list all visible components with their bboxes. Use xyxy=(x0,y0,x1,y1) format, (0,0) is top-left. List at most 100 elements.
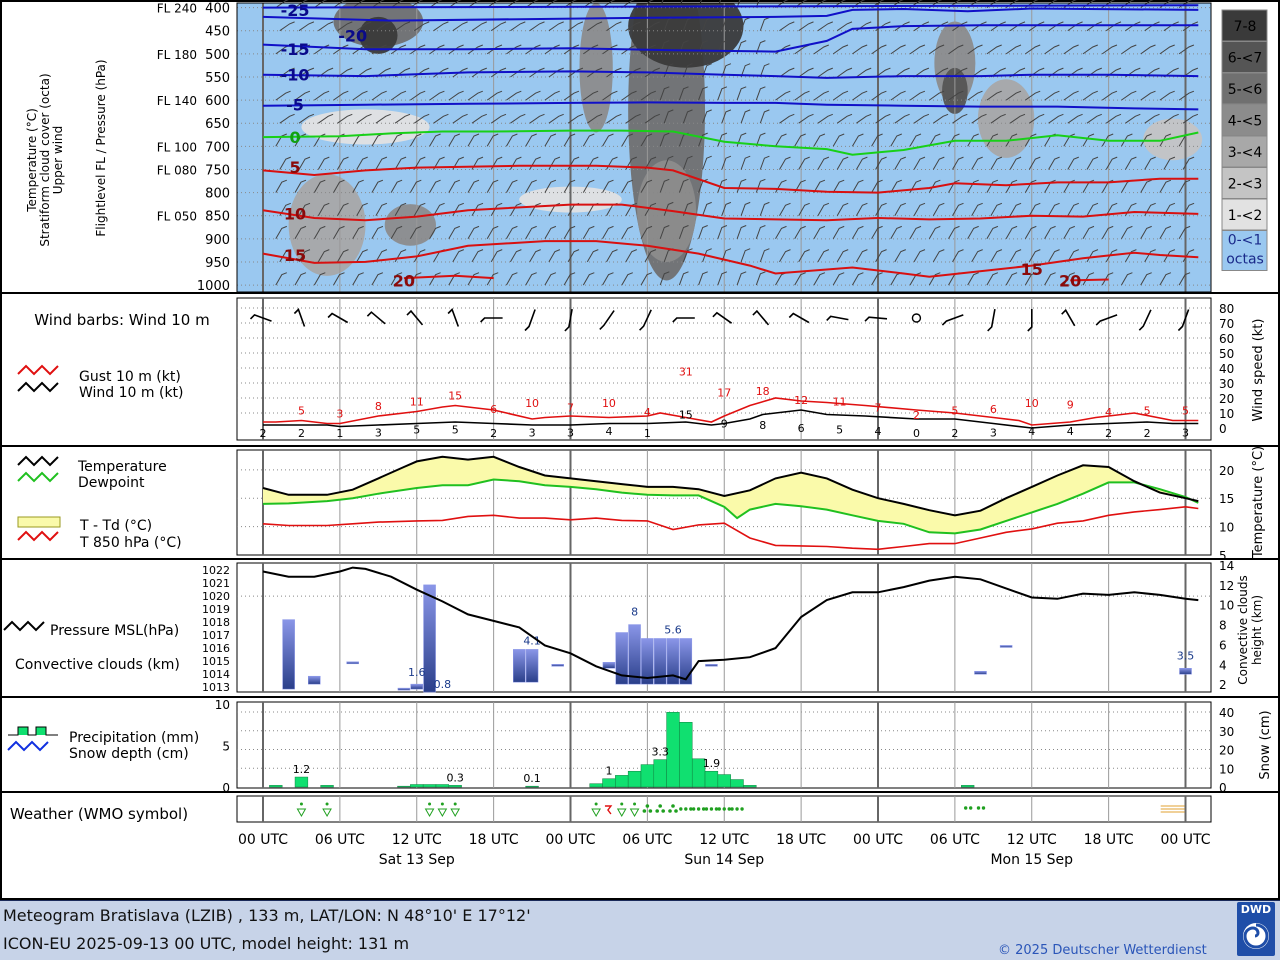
upper-wind-barb xyxy=(678,0,683,8)
convective-cloud-bar xyxy=(346,661,359,665)
upper-wind-barb xyxy=(832,90,849,101)
upper-wind-barb xyxy=(452,21,468,32)
legend-box xyxy=(1221,198,1268,231)
upper-wind-barb xyxy=(948,225,960,240)
upper-wind-barb xyxy=(933,67,949,78)
shower-symbol-triangle xyxy=(322,808,332,818)
precipitation-tick-label: 5 xyxy=(222,740,230,754)
gust-legend-label: Gust 10 m (kt) xyxy=(79,369,181,385)
upper-wind-barb xyxy=(505,272,518,286)
upper-wind-barb xyxy=(813,44,829,55)
convective-cloud-label: 0.8 xyxy=(434,678,452,691)
upper-wind-barb xyxy=(429,179,441,193)
cloud-blob xyxy=(359,16,398,54)
wind-tick-label: 30 xyxy=(1219,377,1234,391)
cloud-blob xyxy=(384,204,436,246)
wind-value-label: 2 xyxy=(951,427,958,440)
upper-wind-barb xyxy=(759,109,770,124)
pressure-tick-label: 1017 xyxy=(202,629,230,642)
upper-wind-barb xyxy=(602,44,618,55)
upper-wind-barb xyxy=(621,90,637,101)
upper-wind-barb xyxy=(644,21,660,32)
upper-wind-barb xyxy=(755,40,766,55)
weather-title: Weather (WMO symbol) xyxy=(10,805,188,823)
snow-tick-label: 0 xyxy=(1219,781,1227,795)
upper-wind-barb xyxy=(333,90,349,101)
drizzle-symbol xyxy=(679,807,683,811)
upper-wind-barb xyxy=(856,67,872,78)
wind-tick-label: 80 xyxy=(1219,302,1234,316)
upper-wind-barb xyxy=(1029,113,1045,124)
upper-wind-barb xyxy=(986,133,999,147)
upper-wind-barb xyxy=(313,179,326,193)
upper-wind-barb xyxy=(525,272,537,286)
upper-wind-barb xyxy=(567,67,584,78)
upper-wind-barb xyxy=(1182,113,1199,124)
isotherm-label: 20 xyxy=(393,271,415,290)
shower-symbol xyxy=(299,802,303,806)
isotherm-label: 15 xyxy=(1021,260,1043,279)
pressure-tick-label: 800 xyxy=(205,187,230,202)
upper-wind-barb xyxy=(413,249,426,263)
upper-wind-barb xyxy=(563,179,576,193)
upper-wind-barb xyxy=(1024,179,1037,193)
upper-wind-barb xyxy=(602,133,614,147)
dwd-logo: DWD xyxy=(1237,902,1275,956)
convective-cloud-bar xyxy=(1179,668,1192,675)
precipitation-label: 0.1 xyxy=(523,772,541,785)
time-tick-label: 18 UTC xyxy=(1084,832,1134,848)
upper-wind-barb xyxy=(337,21,353,32)
convective-cloud-bar xyxy=(551,664,564,667)
flight-level-label: FL 140 xyxy=(157,94,197,108)
upper-wind-barb xyxy=(1005,225,1018,240)
upper-wind-barb xyxy=(409,272,422,286)
pressure-tick-label: 700 xyxy=(205,140,230,155)
wind-value-label: 4 xyxy=(605,425,612,438)
upper-wind-barb xyxy=(721,248,732,263)
temperature-legend-label: T 850 hPa (°C) xyxy=(79,535,182,551)
upper-wind-barb xyxy=(583,0,597,9)
upper-wind-barb xyxy=(952,249,964,263)
upper-wind-barb xyxy=(371,179,384,193)
upper-wind-barb xyxy=(1120,133,1133,147)
isotherm-line xyxy=(262,240,1199,278)
wind-value-label: 3 xyxy=(990,427,997,440)
temperature-legend-label: Temperature xyxy=(77,459,167,475)
upper-wind-barb xyxy=(525,90,541,101)
upper-wind-barb xyxy=(433,156,445,170)
upper-wind-barb xyxy=(913,249,926,263)
gust-value-label: 5 xyxy=(951,405,958,418)
upper-wind-barb xyxy=(586,249,599,263)
upper-wind-barb xyxy=(678,271,689,286)
upper-wind-barb xyxy=(836,249,849,263)
upper-air-title: Upper wind xyxy=(51,126,65,195)
pressure-tick-label: 750 xyxy=(205,163,230,178)
upper-wind-barb xyxy=(1182,156,1195,170)
day-label: Sat 13 Sep xyxy=(379,852,455,868)
upper-wind-barb xyxy=(644,113,660,124)
upper-wind-barb xyxy=(505,179,518,193)
upper-wind-barb xyxy=(894,21,910,32)
upper-wind-barb xyxy=(625,67,641,78)
temperature-tick-label: 15 xyxy=(1219,492,1234,506)
upper-wind-barb xyxy=(582,272,595,286)
upper-wind-barb xyxy=(1044,90,1060,101)
upper-wind-barb xyxy=(659,86,670,101)
pressure-legend-icon xyxy=(3,620,45,632)
upper-wind-barb xyxy=(640,225,653,240)
upper-wind-barb xyxy=(1044,225,1056,240)
precipitation-bar xyxy=(961,785,975,788)
pressure-legend-label: Pressure MSL(hPa) xyxy=(50,623,179,639)
upper-wind-barb xyxy=(1159,90,1175,101)
temperature-tick-label: 20 xyxy=(1219,464,1234,478)
upper-wind-barb xyxy=(506,90,522,101)
flight-level-label: FL 050 xyxy=(157,210,197,224)
upper-wind-barb xyxy=(971,156,983,170)
upper-wind-barb xyxy=(582,225,595,240)
upper-wind-barb xyxy=(875,67,891,78)
upper-wind-barb xyxy=(759,17,770,31)
upper-wind-barb xyxy=(467,272,480,286)
time-tick-label: 06 UTC xyxy=(930,832,980,848)
upper-wind-barb xyxy=(798,67,814,78)
precipitation-label: 1.2 xyxy=(293,763,311,776)
